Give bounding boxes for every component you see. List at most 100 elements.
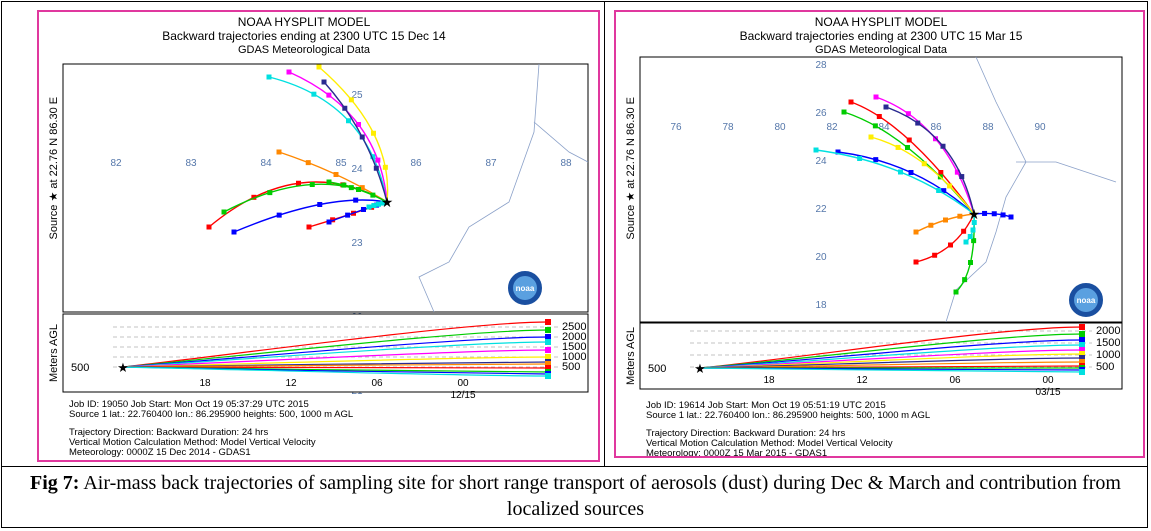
trajectory-marker [341, 182, 347, 188]
map-frame [639, 56, 1123, 323]
trajectory-marker [356, 187, 361, 192]
column-divider [604, 1, 605, 467]
trajectory-marker [921, 161, 927, 167]
trajectory-marker [311, 91, 317, 97]
trajectory-marker [330, 217, 336, 223]
trajectory-marker [813, 147, 819, 153]
footer-line: Source 1 lat.: 22.760400 lon.: 86.295900… [646, 410, 930, 421]
height-trajectory [699, 326, 1083, 369]
trajectory-marker [991, 211, 997, 217]
height-tick-label: 1500 [1096, 337, 1120, 349]
trajectory-marker [873, 94, 879, 100]
trajectory-marker [928, 222, 934, 228]
trajectory-marker [941, 188, 947, 194]
source-star-icon: ★ [381, 194, 394, 210]
lon-tick-label: 88 [560, 158, 572, 169]
lon-tick-label: 90 [1034, 122, 1046, 133]
height-tick-label: 500 [1096, 361, 1114, 373]
trajectory-marker [276, 149, 282, 155]
trajectory-marker [938, 170, 944, 175]
trajectory-marker [868, 134, 874, 140]
noaa-logo-text: noaa [516, 284, 535, 293]
height-source-star-icon: ★ [117, 360, 129, 375]
trajectory-marker [321, 79, 327, 85]
height-marker [1079, 337, 1085, 343]
height-trajectory [122, 356, 549, 368]
lat-tick-label: 23 [351, 238, 363, 249]
trajectory-marker [982, 210, 988, 216]
time-tick-label: 12 [285, 378, 297, 389]
lon-tick-label: 82 [826, 122, 838, 133]
trajectory-marker [221, 209, 227, 215]
chart-subtitle: Backward trajectories ending at 2300 UTC… [162, 29, 446, 43]
trajectory-marker [359, 134, 365, 140]
lat-tick-label: 24 [351, 164, 363, 175]
trajectory-marker [932, 252, 938, 258]
height-trajectory [699, 339, 1083, 369]
trajectory-marker [947, 183, 953, 189]
trajectory-marker [913, 259, 919, 265]
height-marker [545, 354, 551, 360]
trajectory-marker [962, 277, 968, 283]
height-tick-label: 1000 [562, 351, 586, 363]
trajectory-marker [971, 238, 977, 244]
time-tick-label: 00 [457, 378, 469, 389]
height-tick-label: 500 [562, 361, 580, 373]
height-trajectory [122, 349, 549, 368]
caption-text: Air-mass back trajectories of sampling s… [79, 472, 1121, 520]
height-marker [545, 339, 551, 345]
coastline [418, 63, 589, 313]
trajectory-marker [306, 224, 312, 230]
lon-tick-label: 88 [982, 122, 994, 133]
trajectory-marker [382, 164, 388, 170]
noaa-logo-inner [513, 276, 537, 300]
footer-line: Job ID: 19050 Job Start: Mon Oct 19 05:3… [69, 399, 309, 410]
footer-line: Meteorology: 0000Z 15 Mar 2015 - GDAS1 [646, 448, 827, 456]
lon-tick-label: 80 [774, 122, 786, 133]
trajectory-marker [905, 145, 910, 150]
height-marker [1079, 355, 1085, 361]
trajectory-marker [943, 217, 948, 223]
trajectory-marker [231, 229, 237, 235]
height-trajectory [699, 344, 1083, 369]
height-marker [1079, 359, 1085, 365]
height-trajectory [122, 329, 549, 368]
trajectory-marker [342, 105, 348, 111]
height-trajectory [699, 367, 1083, 373]
lat-tick-label: 25 [351, 90, 363, 101]
footer-line: Vertical Motion Calculation Method: Mode… [646, 438, 893, 449]
lat-tick-label: 22 [815, 204, 827, 215]
trajectory-marker [1008, 214, 1014, 220]
trajectory-marker [266, 74, 272, 80]
trajectory-marker [359, 185, 365, 191]
lat-tick-label: 26 [815, 108, 827, 119]
height-marker [1079, 324, 1085, 330]
trajectory-marker [961, 228, 967, 234]
trajectory-marker [857, 156, 863, 161]
chart-title: NOAA HYSPLIT MODEL [815, 15, 948, 29]
height-trajectory [122, 366, 549, 377]
lon-tick-label: 85 [335, 158, 347, 169]
time-tick-label: 12 [856, 375, 868, 386]
trajectory-marker [895, 144, 901, 150]
trajectory-marker [380, 200, 386, 206]
trajectory-marker [370, 192, 376, 198]
trajectory-marker [353, 197, 359, 203]
footer-line: Source 1 lat.: 22.760400 lon.: 86.295900… [69, 409, 353, 420]
height-source-star-icon: ★ [694, 361, 706, 376]
trajectory-marker [326, 179, 332, 185]
trajectory-marker [348, 97, 354, 103]
time-tick-label: 18 [763, 375, 775, 386]
trajectory-marker [333, 172, 339, 177]
trajectory-marker [936, 188, 942, 193]
height-trajectory [122, 336, 549, 368]
height-marker [545, 334, 551, 340]
time-tick-label: 06 [371, 378, 383, 389]
trajectory-marker [309, 182, 315, 187]
height-marker [545, 319, 551, 325]
lon-tick-label: 87 [485, 158, 497, 169]
trajectory-marker [948, 242, 953, 248]
trajectory-marker [898, 169, 903, 175]
end-date-label: 12/15 [450, 390, 475, 401]
